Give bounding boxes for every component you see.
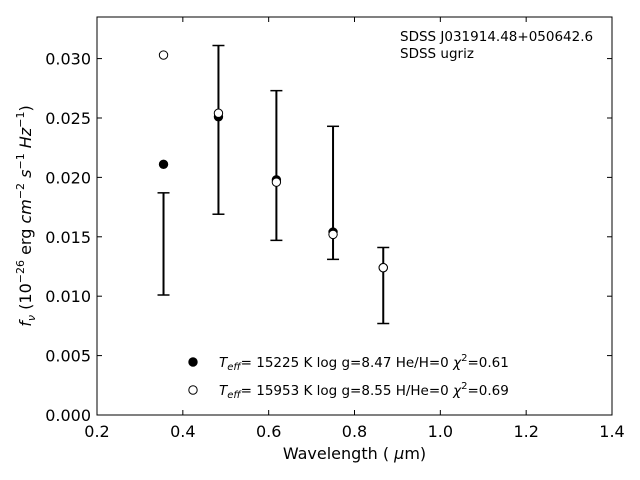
annotation: SDSS J031914.48+050642.6 SDSS ugriz: [400, 29, 593, 62]
open-point: [271, 177, 282, 187]
x-tick-label: 0.4: [170, 422, 195, 441]
open-point: [158, 50, 169, 60]
y-tick-label: 0.020: [45, 168, 91, 187]
x-axis-title: Wavelength ( μm): [283, 444, 426, 463]
y-axis-title: fν (10−26 erg cm−2 s−1 Hz−1): [14, 105, 38, 326]
data-series: [158, 50, 388, 273]
open-point: [378, 262, 388, 273]
y-tick-label: 0.030: [45, 50, 91, 69]
x-tick-label: 0.8: [342, 422, 367, 441]
legend-label: Teff= 15953 K log g=8.55 H/He=0 χ2=0.69: [219, 381, 509, 401]
y-tick-label: 0.015: [45, 228, 91, 247]
y-axis-ticks: 0.000 0.005 0.010 0.015 0.020 0.025 0.030: [45, 50, 612, 425]
y-tick-label: 0.000: [45, 406, 91, 425]
legend-marker-open: [188, 385, 198, 395]
annotation-filters: SDSS ugriz: [400, 46, 474, 62]
legend-marker-filled: [188, 357, 198, 367]
annotation-object: SDSS J031914.48+050642.6: [400, 29, 593, 45]
series-1: [158, 112, 388, 273]
open-point: [213, 108, 224, 118]
x-tick-label: 0.6: [256, 422, 281, 441]
x-tick-label: 0.2: [84, 422, 109, 441]
plot-area: 0.2 0.4 0.6 0.8 1.0 1.2 1.4 0.0000.0050.0100.0…: [45, 16, 625, 441]
open-point: [328, 229, 338, 240]
y-tick-label: 0.005: [45, 347, 91, 366]
x-axis-ticks: 0.2 0.4 0.6 0.8 1.0 1.2 1.4: [84, 17, 625, 441]
legend: Teff= 15225 K log g=8.47 He/H=0 χ2=0.61 T…: [188, 353, 509, 401]
error-bars: [157, 44, 390, 325]
y-tick-label: 0.025: [45, 109, 91, 128]
filled-point: [158, 159, 169, 170]
x-tick-label: 1.2: [513, 422, 538, 441]
legend-label: Teff= 15225 K log g=8.47 He/H=0 χ2=0.61: [219, 353, 509, 373]
x-tick-label: 1.0: [428, 422, 453, 441]
series-2: [158, 50, 388, 273]
y-tick-label: 0.010: [45, 287, 91, 306]
x-tick-label: 1.4: [599, 422, 624, 441]
